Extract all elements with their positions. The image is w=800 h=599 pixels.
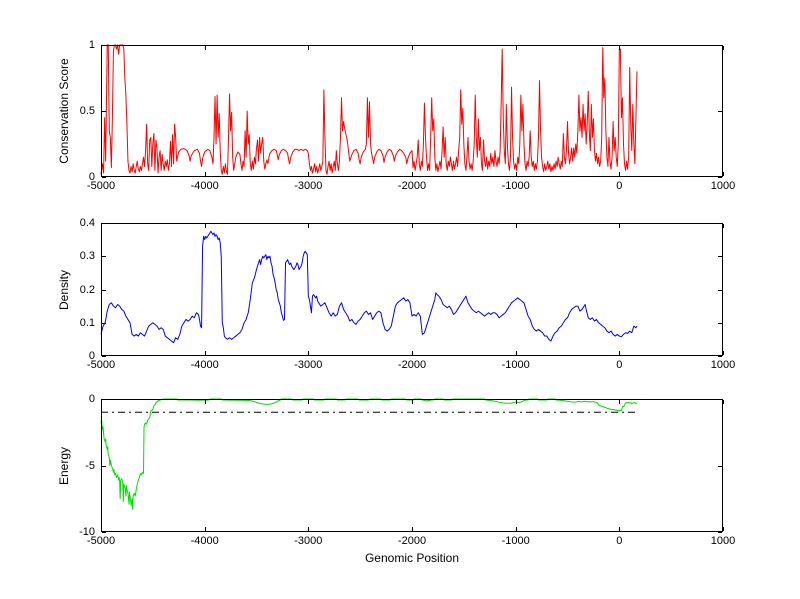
x-tick-label: -4000 [190, 180, 219, 192]
y-tick-label: -5 [85, 459, 95, 472]
y-tick-label: 0.3 [79, 250, 95, 263]
x-tick-label: -4000 [190, 535, 219, 547]
x-tick-label: 0 [616, 535, 623, 547]
x-tick-label: -1000 [501, 535, 530, 547]
y-tick-label: 0.2 [79, 283, 95, 296]
x-tick-label: 1000 [710, 535, 736, 547]
x-tick-label: -3000 [294, 180, 323, 192]
y-tick-label: 0.4 [79, 217, 95, 229]
conservation-score-subplot: Conservation Score 0 0.5 1 -5000 -4000 -3000… [57, 39, 735, 192]
x-tick-label: -1000 [501, 180, 530, 192]
y-tick-label: 0 [88, 350, 95, 362]
x-tick-label: 1000 [710, 180, 736, 192]
y-tick-label: 1 [88, 39, 95, 51]
x-tick-label: -5000 [86, 180, 116, 192]
x-tick-label: -2000 [397, 180, 427, 192]
y-tick-label: 0 [88, 171, 95, 183]
x-tick-label: -2000 [397, 535, 427, 547]
y-tick-label: 0.5 [79, 105, 95, 117]
x-tick-label: -5000 [86, 359, 116, 371]
x-tick-label: 0 [616, 359, 623, 371]
density-subplot: Density 0 0.1 0.2 0.3 0.4 -5000 -4000 -3000 -20… [57, 217, 735, 371]
x-tick-label: -4000 [190, 359, 219, 371]
x-tick-label: -5000 [86, 535, 116, 547]
x-tick-label: -3000 [294, 359, 323, 371]
energy-subplot: Energy -10 -5 0 -5000 -4000 -3000 -2000 -1000 0… [57, 393, 735, 547]
y-tick-label: 0 [88, 393, 95, 405]
x-tick-label: -1000 [501, 359, 530, 371]
x-axis-label: Genomic Position [364, 551, 460, 565]
energy-plot-canvas [100, 398, 724, 533]
x-tick-label: -2000 [397, 359, 427, 371]
x-tick-label: 0 [616, 180, 623, 192]
x-tick-label: -3000 [294, 535, 323, 547]
y-tick-label: -10 [79, 526, 95, 538]
density-plot-canvas [100, 223, 724, 357]
y-tick-label: 0.1 [79, 316, 95, 329]
conservation-score-plot-canvas [100, 44, 724, 178]
x-tick-label: 1000 [710, 359, 736, 371]
